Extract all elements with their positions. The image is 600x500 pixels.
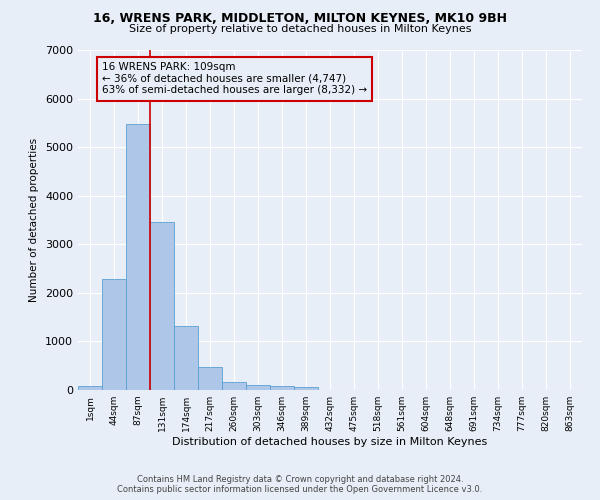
Text: Size of property relative to detached houses in Milton Keynes: Size of property relative to detached ho…: [129, 24, 471, 34]
Bar: [174, 326, 198, 390]
Bar: [198, 367, 222, 390]
Bar: [126, 124, 150, 390]
Y-axis label: Number of detached properties: Number of detached properties: [29, 138, 40, 302]
Bar: [246, 384, 270, 390]
X-axis label: Distribution of detached houses by size in Milton Keynes: Distribution of detached houses by size …: [172, 437, 488, 447]
Text: 16 WRENS PARK: 109sqm
← 36% of detached houses are smaller (4,747)
63% of semi-d: 16 WRENS PARK: 109sqm ← 36% of detached …: [102, 62, 367, 96]
Bar: [78, 386, 102, 390]
Text: 16, WRENS PARK, MIDDLETON, MILTON KEYNES, MK10 9BH: 16, WRENS PARK, MIDDLETON, MILTON KEYNES…: [93, 12, 507, 26]
Bar: [294, 387, 318, 390]
Bar: [270, 386, 294, 390]
Text: Contains HM Land Registry data © Crown copyright and database right 2024.
Contai: Contains HM Land Registry data © Crown c…: [118, 474, 482, 494]
Bar: [150, 222, 174, 390]
Bar: [222, 382, 246, 390]
Bar: [102, 280, 126, 390]
